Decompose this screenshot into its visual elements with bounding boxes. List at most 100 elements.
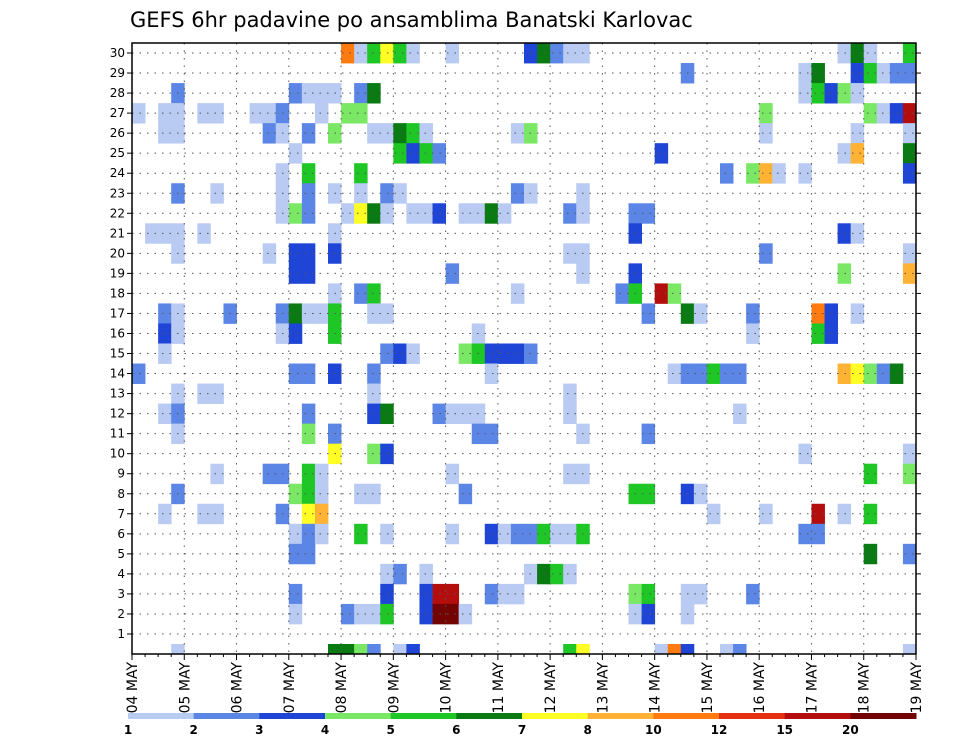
- bottom-band-cell: [680, 644, 695, 654]
- heatmap-cell: [837, 83, 852, 104]
- heatmap-cell: [314, 303, 329, 324]
- heatmap-cell: [484, 523, 499, 545]
- heatmap-cell: [301, 363, 316, 384]
- heatmap-cell: [902, 543, 917, 565]
- heatmap-cell: [693, 583, 708, 605]
- heatmap-cell: [563, 243, 577, 264]
- heatmap-cell: [314, 83, 329, 104]
- heatmap-cell: [432, 583, 446, 605]
- heatmap-cell: [314, 463, 329, 485]
- heatmap-cell: [746, 303, 760, 324]
- heatmap-cell: [249, 103, 264, 124]
- heatmap-cell: [720, 163, 734, 184]
- heatmap-cell: [367, 283, 381, 304]
- heatmap-cell: [902, 163, 917, 184]
- colorbar-label: 15: [776, 723, 793, 737]
- colorbar-label: 7: [518, 723, 526, 737]
- heatmap-cell: [419, 143, 433, 164]
- heatmap-cell: [158, 223, 172, 244]
- heatmap-cell: [497, 203, 512, 224]
- heatmap-cell: [301, 163, 316, 184]
- x-tick-label: 11 MAY: [491, 662, 507, 714]
- heatmap-cell: [850, 223, 865, 244]
- heatmap-cell: [288, 263, 303, 284]
- heatmap-cell: [772, 163, 786, 184]
- heatmap-cell: [863, 43, 878, 64]
- y-tick-label: 12: [110, 407, 125, 421]
- heatmap-cell: [367, 483, 381, 505]
- heatmap-cell: [432, 143, 446, 164]
- heatmap-cell: [210, 383, 224, 404]
- y-tick-label: 20: [110, 246, 125, 260]
- colorbar-segment: [325, 713, 392, 719]
- heatmap-cell: [693, 363, 708, 384]
- heatmap-cell: [902, 143, 917, 164]
- heatmap-cell: [510, 183, 525, 204]
- heatmap-cell: [419, 563, 433, 585]
- heatmap-cell: [341, 203, 355, 224]
- heatmap-cell: [432, 403, 446, 425]
- heatmap-cell: [902, 243, 917, 264]
- heatmap-cell: [367, 123, 381, 144]
- heatmap-cell: [301, 203, 316, 224]
- heatmap-cell: [798, 523, 812, 545]
- heatmap-cell: [197, 103, 211, 124]
- heatmap-cell: [301, 263, 316, 284]
- colorbar-segment: [784, 713, 851, 719]
- x-tick-label: 15 MAY: [700, 662, 716, 714]
- heatmap-cell: [458, 203, 473, 224]
- heatmap-cell: [158, 403, 172, 425]
- heatmap-cell: [210, 183, 224, 204]
- y-tick-label: 15: [110, 347, 125, 361]
- heatmap-cell: [837, 43, 852, 64]
- heatmap-cell: [419, 583, 433, 605]
- heatmap-cell: [445, 603, 460, 625]
- heatmap-cell: [746, 583, 760, 605]
- heatmap-cell: [288, 523, 303, 545]
- heatmap-cell: [288, 543, 303, 565]
- heatmap-cell: [210, 503, 224, 525]
- heatmap-cell: [301, 303, 316, 324]
- heatmap-cell: [746, 323, 760, 344]
- colorbar-segment: [587, 713, 654, 719]
- heatmap-cell: [876, 103, 891, 124]
- heatmap-cell: [850, 63, 865, 84]
- heatmap-cell: [367, 43, 381, 64]
- y-tick-label: 11: [110, 427, 125, 441]
- bottom-band-cell: [720, 644, 734, 654]
- y-tick-label: 13: [110, 387, 125, 401]
- heatmap-cell: [301, 523, 316, 545]
- heatmap-cell: [288, 143, 303, 164]
- heatmap-cell: [432, 603, 446, 625]
- heatmap-cell: [759, 163, 773, 184]
- colorbar-label: 8: [583, 723, 591, 737]
- y-tick-label: 22: [110, 206, 125, 220]
- y-tick-label: 2: [117, 607, 125, 621]
- heatmap-cell: [641, 483, 656, 505]
- heatmap-cell: [354, 83, 368, 104]
- heatmap-cell: [641, 303, 656, 324]
- heatmap-cell: [132, 103, 146, 124]
- heatmap-cell: [484, 423, 499, 445]
- y-tick-label: 10: [110, 447, 125, 461]
- x-tick-label: 14 MAY: [648, 662, 664, 714]
- heatmap-cell: [367, 203, 381, 224]
- colorbar-label: 4: [321, 723, 329, 737]
- x-tick-label: 04 MAY: [125, 662, 141, 714]
- bottom-band-cell: [406, 644, 420, 654]
- heatmap-cell: [798, 163, 812, 184]
- heatmap-cell: [850, 363, 865, 384]
- y-tick-label: 30: [110, 46, 125, 60]
- heatmap-cell: [406, 143, 420, 164]
- heatmap-cell: [301, 243, 316, 264]
- heatmap-cell: [510, 343, 525, 364]
- heatmap-cell: [341, 103, 355, 124]
- heatmap-cell: [759, 103, 773, 124]
- heatmap-cell: [445, 263, 460, 284]
- heatmap-cell: [288, 203, 303, 224]
- colorbar: 1 2 3 4 5 6 7 8 10 12 15 20: [124, 713, 917, 737]
- heatmap-cell: [393, 183, 407, 204]
- heatmap-cell: [419, 203, 433, 224]
- heatmap-cell: [641, 603, 656, 625]
